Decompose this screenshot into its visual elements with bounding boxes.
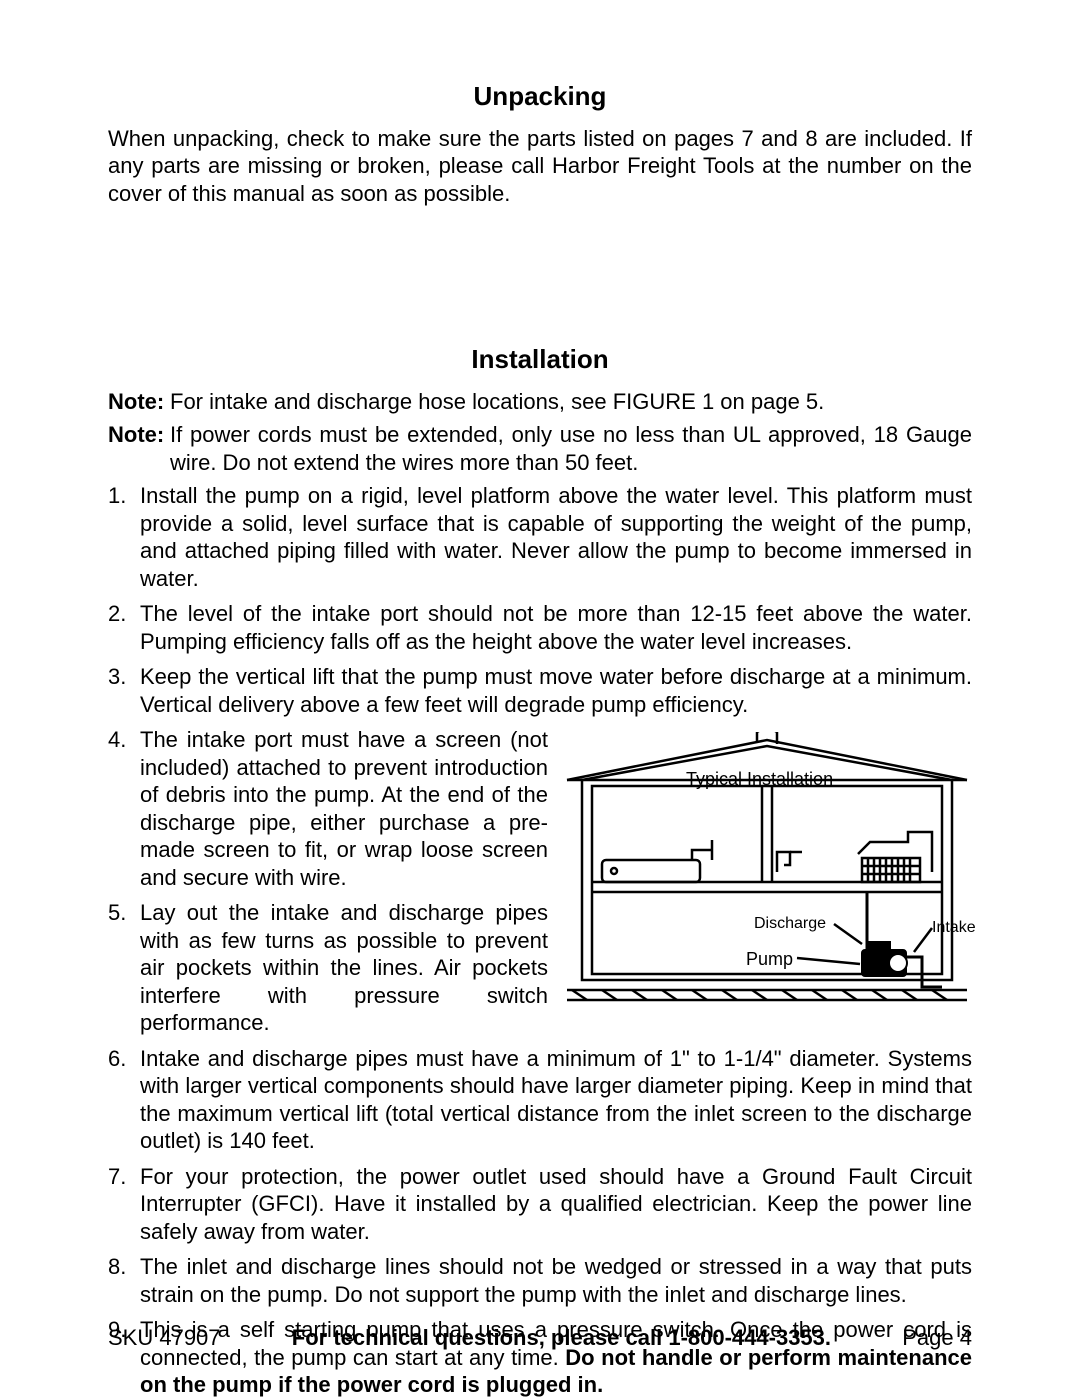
step-num: 4. [108, 726, 140, 891]
unpacking-paragraph: When unpacking, check to make sure the p… [108, 125, 972, 208]
step-6: 6.Intake and discharge pipes must have a… [108, 1045, 972, 1155]
step-num: 1. [108, 482, 140, 592]
note-text-a: For intake and discharge hose locations,… [170, 389, 613, 414]
installation-steps: 1.Install the pump on a rigid, level pla… [108, 482, 972, 718]
installation-figure: Typical Installation Discharge Intake Pu… [562, 732, 972, 1012]
step-num: 3. [108, 663, 140, 718]
step-2: 2.The level of the intake port should no… [108, 600, 972, 655]
step-body: For your protection, the power outlet us… [140, 1163, 972, 1246]
figure-title: Typical Installation [686, 768, 833, 791]
step-num: 7. [108, 1163, 140, 1246]
step-body: Lay out the intake and discharge pipes w… [140, 899, 548, 1037]
step-body: The level of the intake port should not … [140, 600, 972, 655]
step-body: The intake port must have a screen (not … [140, 726, 548, 891]
note-label: Note: [108, 421, 170, 476]
step-4: 4.The intake port must have a screen (no… [108, 726, 548, 891]
step-num: 6. [108, 1045, 140, 1155]
footer-phone: For technical questions, please call 1-8… [292, 1324, 831, 1352]
step-num: 5. [108, 899, 140, 1037]
note-text: For intake and discharge hose locations,… [170, 388, 972, 416]
note-2: Note: If power cords must be extended, o… [108, 421, 972, 476]
note-1: Note: For intake and discharge hose loca… [108, 388, 972, 416]
note-text: If power cords must be extended, only us… [170, 421, 972, 476]
figure-label-discharge: Discharge [754, 914, 826, 934]
step-8: 8.The inlet and discharge lines should n… [108, 1253, 972, 1308]
unpacking-title: Unpacking [108, 80, 972, 113]
step-body: The inlet and discharge lines should not… [140, 1253, 972, 1308]
figure-label-intake: Intake [932, 918, 976, 938]
step-3: 3.Keep the vertical lift that the pump m… [108, 663, 972, 718]
installation-title: Installation [108, 343, 972, 376]
footer-sku: SKU 47907 [108, 1324, 221, 1352]
note-text-b: on page 5. [714, 389, 824, 414]
footer-page: Page 4 [902, 1324, 972, 1352]
note-bold: FIGURE 1 [613, 389, 714, 414]
figure-label-pump: Pump [746, 948, 793, 971]
step-num: 8. [108, 1253, 140, 1308]
step-body: Install the pump on a rigid, level platf… [140, 482, 972, 592]
step-1: 1.Install the pump on a rigid, level pla… [108, 482, 972, 592]
step-7: 7.For your protection, the power outlet … [108, 1163, 972, 1246]
step-num: 2. [108, 600, 140, 655]
step-body: Keep the vertical lift that the pump mus… [140, 663, 972, 718]
section-gap [108, 213, 972, 343]
note-label: Note: [108, 388, 170, 416]
step-5: 5.Lay out the intake and discharge pipes… [108, 899, 548, 1037]
step-body: Intake and discharge pipes must have a m… [140, 1045, 972, 1155]
page-footer: SKU 47907 For technical questions, pleas… [108, 1324, 972, 1352]
